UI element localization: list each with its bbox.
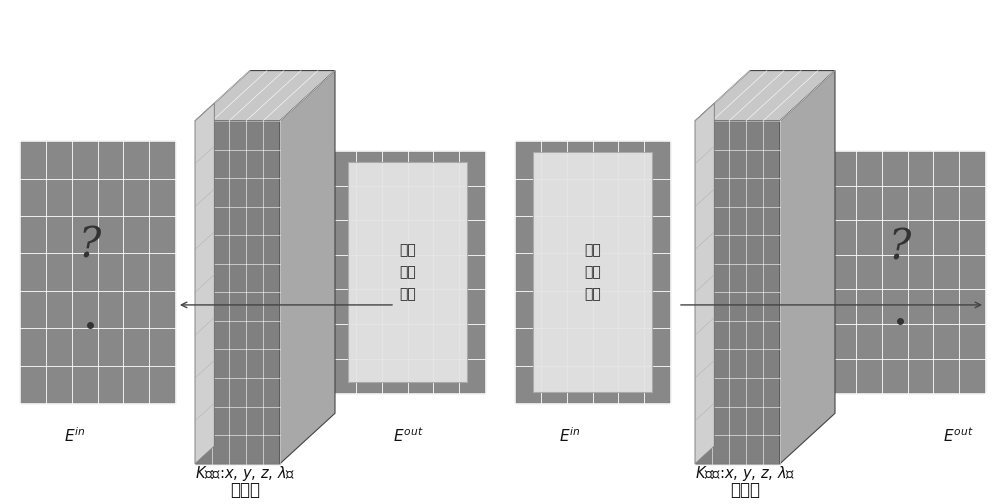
Text: $E^{in}$: $E^{in}$ — [559, 426, 581, 445]
Text: $E^{out}$: $E^{out}$ — [943, 426, 973, 445]
Text: ?: ? — [889, 227, 911, 269]
Polygon shape — [695, 71, 835, 121]
Polygon shape — [195, 71, 335, 121]
Polygon shape — [695, 121, 780, 464]
Bar — [348, 162, 467, 382]
Text: $K$包含:$x$, $y$, $z$, $\lambda$等: $K$包含:$x$, $y$, $z$, $\lambda$等 — [695, 464, 795, 483]
Polygon shape — [280, 71, 335, 464]
Text: $K$包含:$x$, $y$, $z$, $\lambda$等: $K$包含:$x$, $y$, $z$, $\lambda$等 — [195, 464, 295, 483]
Bar — [533, 152, 652, 392]
Text: （ｂ）: （ｂ） — [730, 481, 760, 499]
Polygon shape — [195, 103, 214, 464]
Text: 已知
输入
目标: 已知 输入 目标 — [584, 243, 601, 301]
Text: $E^{out}$: $E^{out}$ — [393, 426, 423, 445]
Text: $E^{in}$: $E^{in}$ — [64, 426, 86, 445]
Polygon shape — [780, 71, 835, 464]
Text: （ａ）: （ａ） — [230, 481, 260, 499]
Bar — [830, 151, 985, 393]
Text: 已知
输出
目标: 已知 输出 目标 — [399, 243, 416, 301]
Bar — [515, 141, 670, 403]
Bar — [20, 141, 175, 403]
Polygon shape — [195, 121, 280, 464]
Polygon shape — [695, 103, 714, 464]
Text: ?: ? — [79, 225, 101, 267]
Bar — [330, 151, 485, 393]
